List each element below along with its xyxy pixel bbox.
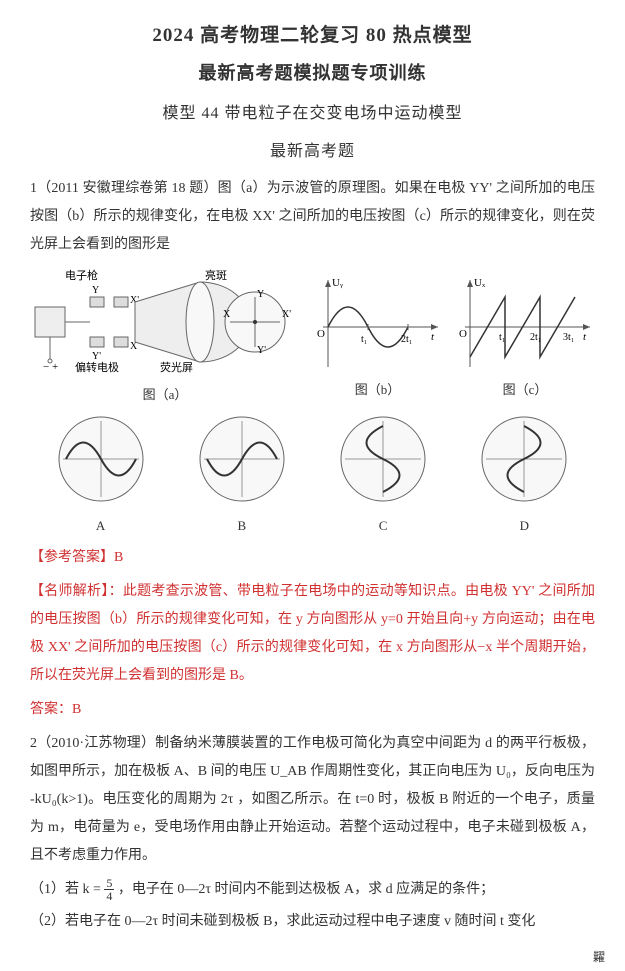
- option-a: A: [41, 411, 161, 534]
- page-mark: 糶: [593, 948, 605, 965]
- svg-text:Y': Y': [257, 345, 266, 356]
- q1-stem: 1（2011 安徽理综卷第 18 题）图（a）为示波管的原理图。如果在电极 YY…: [30, 175, 595, 259]
- option-c: C: [323, 411, 443, 534]
- figure-c-caption: 图（c）: [455, 379, 595, 398]
- option-b: B: [182, 411, 302, 534]
- figure-c: Uₓ O t₁ 2t₁ 3t₁ t 图（c）: [455, 272, 595, 398]
- option-c-label: C: [323, 518, 443, 534]
- svg-text:− +: − +: [43, 361, 58, 373]
- q1-diagrams-row: 电子枪 亮斑 Y Y' X' X Y Y' X' X: [30, 267, 595, 403]
- q2-stem: 2（2010·江苏物理）制备纳米薄膜装置的工作电极可简化为真空中间距为 d 的两…: [30, 730, 595, 870]
- q1-analysis: 【名师解析】：此题考查示波管、带电粒子在电场中的运动等知识点。由电极 YY' 之…: [30, 578, 595, 690]
- q1-answer-label: 【参考答案】B: [30, 544, 595, 572]
- q2-sub1-pre: （1）若 k =: [30, 882, 104, 897]
- label-screen: 荧光屏: [160, 360, 193, 374]
- figure-a-caption: 图（a）: [30, 384, 300, 403]
- figure-b-caption: 图（b）: [313, 379, 443, 398]
- title-main: 2024 高考物理二轮复习 80 热点模型: [30, 20, 595, 47]
- svg-text:Y': Y': [92, 351, 101, 362]
- q1-answer-line: 答案：B: [30, 696, 595, 724]
- svg-text:X': X': [282, 309, 291, 320]
- svg-text:Uₓ: Uₓ: [474, 277, 486, 289]
- title-model: 模型 44 带电粒子在交变电场中运动模型: [30, 99, 595, 123]
- svg-text:O: O: [459, 328, 467, 340]
- q2-sub1-post: ，电子在 0—2τ 时间内不能到达极板 A，求 d 应满足的条件；: [118, 882, 494, 897]
- label-light: 亮斑: [205, 268, 227, 282]
- option-b-label: B: [182, 518, 302, 534]
- fraction-5-4: 54: [104, 877, 114, 902]
- title-sub: 最新高考题模拟题专项训练: [30, 59, 595, 85]
- figure-b: Uᵧ O t₁ 2t₁ t 图（b）: [313, 272, 443, 398]
- svg-text:Uᵧ: Uᵧ: [332, 277, 343, 289]
- figure-a: 电子枪 亮斑 Y Y' X' X Y Y' X' X: [30, 267, 300, 403]
- svg-text:Y: Y: [92, 285, 99, 296]
- option-d-label: D: [464, 518, 584, 534]
- analysis-label: 【名师解析】：: [30, 584, 123, 599]
- label-gun: 电子枪: [65, 268, 98, 282]
- label-plates: 偏转电极: [75, 360, 119, 374]
- svg-text:t₁: t₁: [361, 334, 367, 345]
- title-section: 最新高考题: [30, 137, 595, 161]
- svg-text:X: X: [223, 309, 231, 320]
- svg-text:t₁: t₁: [499, 332, 505, 343]
- q2-sub2: （2）若电子在 0—2τ 时间未碰到极板 B，求此运动过程中电子速度 v 随时间…: [30, 908, 595, 936]
- q1-options-row: A B C D: [30, 411, 595, 534]
- svg-text:t: t: [583, 331, 587, 343]
- svg-text:Y: Y: [257, 289, 264, 300]
- option-a-label: A: [41, 518, 161, 534]
- option-d: D: [464, 411, 584, 534]
- svg-text:3t₁: 3t₁: [563, 332, 574, 343]
- svg-text:2t₁: 2t₁: [401, 334, 412, 345]
- svg-text:2t₁: 2t₁: [530, 332, 541, 343]
- svg-text:O: O: [317, 328, 325, 340]
- q2-sub1: （1）若 k = 54 ，电子在 0—2τ 时间内不能到达极板 A，求 d 应满…: [30, 876, 595, 904]
- svg-text:t: t: [431, 331, 435, 343]
